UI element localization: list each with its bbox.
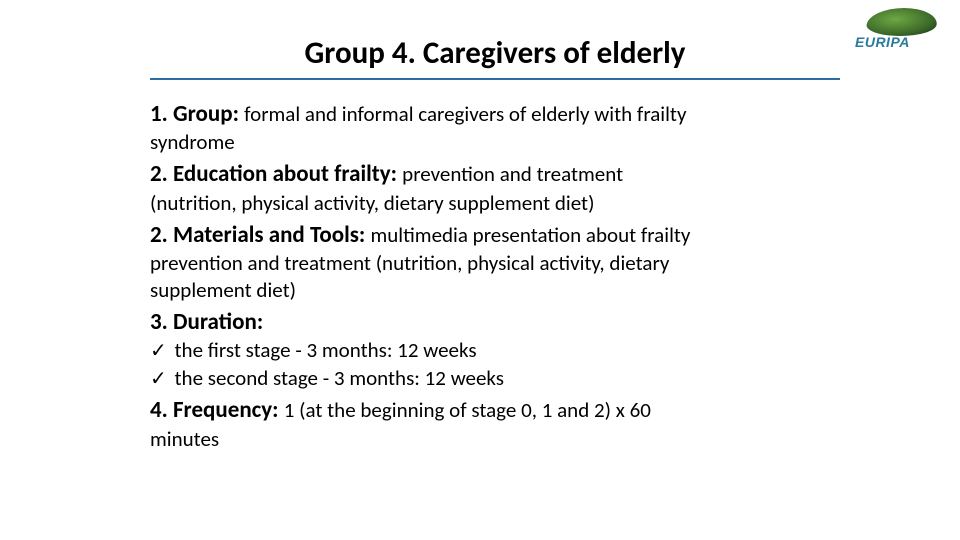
check-icon: ✓ (150, 339, 167, 363)
checklist-item: ✓ the second stage - 3 months: 12 weeks (150, 365, 850, 393)
check-icon: ✓ (150, 367, 167, 391)
item-first-line: 3. Duration: (150, 308, 850, 337)
content-item: 4. Frequency: 1 (at the beginning of sta… (150, 396, 850, 452)
item-label: 3. Duration: (150, 308, 263, 336)
content-item: 1. Group: formal and informal caregivers… (150, 100, 850, 156)
leaf-icon (865, 8, 939, 36)
item-label: 2. Materials and Tools: (150, 221, 370, 249)
item-first-line: 2. Materials and Tools: multimedia prese… (150, 221, 850, 250)
page-title: Group 4. Caregivers of elderly (150, 34, 840, 76)
item-body-cont: syndrome (150, 129, 850, 156)
checklist-item: ✓ the first stage - 3 months: 12 weeks (150, 337, 850, 365)
euripa-logo: EURIPA (855, 8, 950, 58)
item-body: formal and informal caregivers of elderl… (244, 101, 686, 127)
item-body-cont: prevention and treatment (nutrition, phy… (150, 250, 850, 277)
checklist-text: the first stage - 3 months: 12 weeks (170, 337, 477, 363)
checklist-text: the second stage - 3 months: 12 weeks (170, 365, 504, 391)
item-body: prevention and treatment (402, 161, 623, 187)
logo-text: EURIPA (855, 34, 950, 50)
title-underline (150, 78, 840, 80)
item-label: 2. Education about frailty: (150, 160, 402, 188)
item-label: 4. Frequency: (150, 396, 284, 424)
item-body-cont: minutes (150, 426, 850, 453)
item-body: 1 (at the beginning of stage 0, 1 and 2)… (284, 397, 651, 423)
item-body: multimedia presentation about frailty (370, 222, 690, 248)
content-item: 3. Duration:✓ the first stage - 3 months… (150, 308, 850, 393)
item-first-line: 2. Education about frailty: prevention a… (150, 160, 850, 189)
item-body-cont: (nutrition, physical activity, dietary s… (150, 190, 850, 217)
item-label: 1. Group: (150, 100, 244, 128)
content-item: 2. Materials and Tools: multimedia prese… (150, 221, 850, 304)
content-item: 2. Education about frailty: prevention a… (150, 160, 850, 216)
title-block: Group 4. Caregivers of elderly (150, 34, 840, 80)
item-body-cont: supplement diet) (150, 277, 850, 304)
item-first-line: 1. Group: formal and informal caregivers… (150, 100, 850, 129)
item-first-line: 4. Frequency: 1 (at the beginning of sta… (150, 396, 850, 425)
content-body: 1. Group: formal and informal caregivers… (150, 100, 850, 457)
